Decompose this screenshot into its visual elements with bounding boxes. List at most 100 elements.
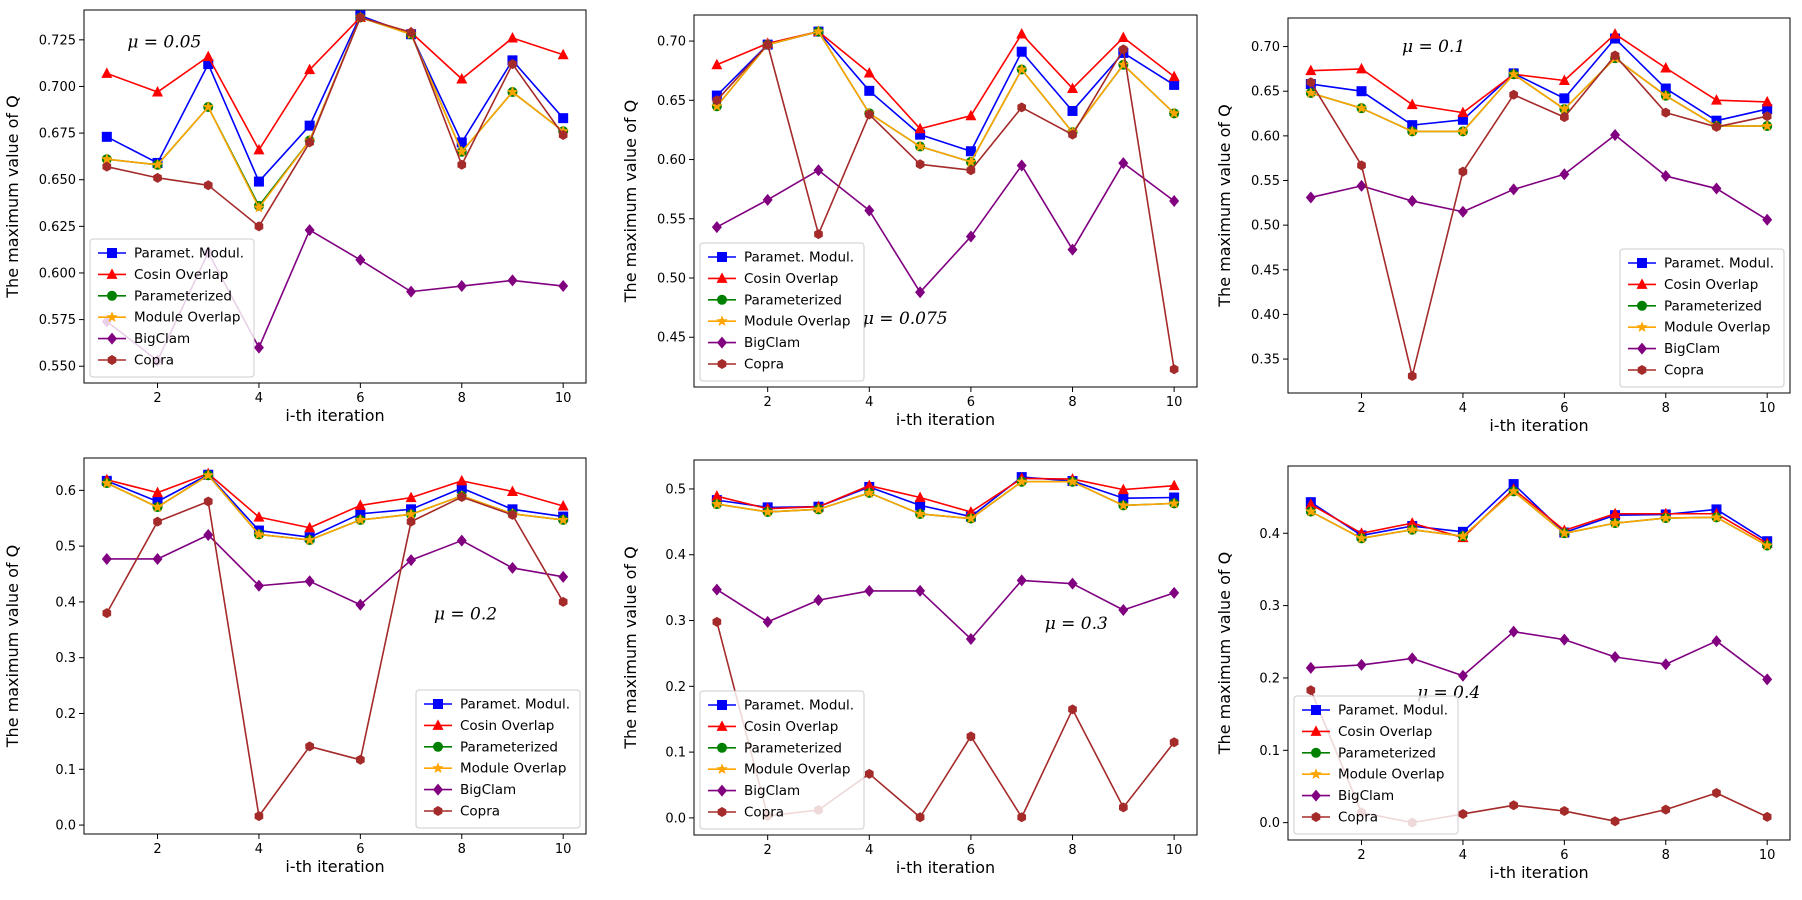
data-point: [354, 499, 366, 510]
data-point: [305, 741, 314, 752]
legend-entry: Copra: [708, 357, 784, 373]
data-point: [405, 508, 417, 520]
data-point: [1016, 63, 1028, 75]
plot-frame: [1287, 17, 1791, 394]
y-tick-label: 0.45: [657, 331, 686, 346]
y-axis-label: The maximum value of Q: [621, 546, 640, 749]
series-bigclam: [1305, 625, 1773, 686]
legend-label: Cosin Overlap: [1664, 277, 1758, 293]
legend-entry: Cosin Overlap: [424, 718, 554, 734]
data-point: [763, 39, 772, 50]
legend-marker: [432, 719, 444, 730]
x-tick-label: 4: [255, 391, 263, 406]
y-tick-label: 0.50: [1251, 219, 1280, 234]
y-axis-label: The maximum value of Q: [1215, 552, 1234, 755]
data-point: [966, 731, 976, 742]
data-point: [1508, 183, 1519, 196]
data-point: [1356, 658, 1367, 671]
data-point: [813, 594, 824, 607]
data-point: [1355, 102, 1368, 114]
data-point: [1306, 77, 1316, 88]
data-point: [915, 129, 926, 140]
data-point: [558, 129, 568, 140]
series-bigclam: [711, 157, 1180, 299]
data-point: [1558, 103, 1571, 114]
data-point: [557, 513, 569, 525]
legend-entry: Parameterized: [1302, 745, 1436, 761]
data-point: [406, 516, 416, 527]
series-line: [716, 579, 1175, 640]
data-point: [1067, 105, 1078, 116]
x-tick-label: 6: [967, 395, 975, 410]
data-point: [966, 165, 976, 176]
data-point: [202, 469, 214, 481]
mu-annotation: μ = 0.1: [1402, 37, 1465, 57]
legend-marker: [716, 763, 728, 775]
data-point: [1660, 658, 1671, 671]
legend-box: [1293, 695, 1459, 835]
data-point: [1117, 31, 1129, 43]
data-point: [1710, 511, 1723, 523]
data-point: [1761, 95, 1773, 107]
y-tick-label: 0.45: [1251, 263, 1280, 278]
legend-label: Parameterized: [134, 288, 232, 304]
data-point: [1762, 673, 1773, 686]
series-paramet-modul: [1305, 33, 1773, 131]
data-point: [1661, 804, 1671, 815]
y-axis-label: The maximum value of Q: [3, 95, 22, 298]
data-point: [355, 253, 366, 266]
data-point: [456, 145, 468, 157]
legend-entry: Cosin Overlap: [1628, 277, 1758, 293]
data-point: [711, 100, 723, 112]
legend-label: Cosin Overlap: [744, 719, 838, 735]
data-point: [1406, 125, 1418, 137]
data-point: [1355, 532, 1368, 544]
data-point: [1305, 87, 1317, 98]
legend-label: Parameterized: [744, 292, 842, 308]
series-line: [716, 30, 1175, 153]
data-point: [1610, 650, 1621, 663]
data-point: [151, 501, 164, 512]
data-point: [915, 286, 926, 299]
y-tick-label: 0.0: [1259, 816, 1280, 831]
data-point: [1507, 68, 1520, 80]
legend-label: Cosin Overlap: [1338, 724, 1432, 740]
legend-marker: [1311, 789, 1321, 802]
data-point: [1118, 493, 1129, 504]
chart-4: 2 4 6 8 10 0.0 0.1 0.2 0.3 0.4 0.5 0.6 i-th iteratio…: [3, 457, 587, 876]
data-point: [253, 528, 265, 540]
legend-marker: [433, 741, 443, 752]
series-line: [1310, 490, 1768, 547]
chart-2: 2 4 6 8 10 0.45 0.50 0.55 0.60 0.65 0.70 i-th itera…: [621, 14, 1198, 429]
data-point: [558, 280, 569, 293]
series-module-overlap: [711, 475, 1180, 524]
data-point: [203, 59, 214, 70]
data-point: [1762, 213, 1773, 226]
legend-box: [699, 242, 865, 382]
data-point: [965, 146, 976, 157]
legend-label: BigClam: [134, 331, 190, 347]
data-point: [1558, 74, 1570, 85]
data-point: [965, 512, 977, 524]
series-line: [1310, 37, 1768, 126]
legend-label: Copra: [134, 353, 174, 369]
data-point: [507, 274, 518, 287]
data-point: [152, 86, 164, 97]
legend-label: BigClam: [744, 783, 800, 799]
legend-entry: Parameterized: [708, 740, 842, 756]
x-tick-label: 8: [1662, 401, 1670, 416]
data-point: [1458, 166, 1468, 177]
data-point: [253, 201, 265, 213]
data-point: [508, 509, 517, 520]
legend-entry: Cosin Overlap: [98, 267, 228, 283]
y-tick-label: 0.50: [657, 272, 686, 287]
y-tick-label: 0.70: [657, 35, 686, 50]
data-point: [1169, 79, 1180, 90]
data-point: [151, 158, 164, 170]
y-tick-label: 0.55: [1251, 174, 1280, 189]
data-point: [1017, 102, 1027, 113]
legend-label: Paramet. Modul.: [460, 697, 570, 713]
x-tick-label: 10: [1759, 401, 1776, 416]
data-point: [965, 505, 977, 517]
data-point: [965, 632, 976, 645]
